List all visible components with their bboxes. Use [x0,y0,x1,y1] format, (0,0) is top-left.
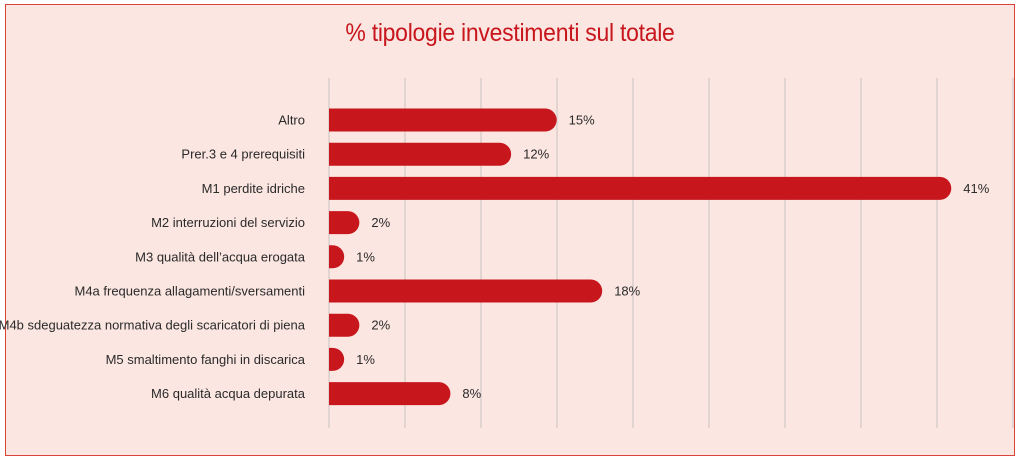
category-label: M2 interruzioni del servizio [151,215,305,230]
data-label: 1% [356,352,375,367]
bar [329,279,603,303]
category-label: M4b sdeguatezza normativa degli scaricat… [0,318,306,333]
chart-title: % tipologie investimenti sul totale [345,19,675,47]
bar [329,211,360,235]
data-label: 2% [371,215,390,230]
data-label: 15% [569,113,595,128]
bar [329,176,952,200]
bar [329,347,345,371]
category-label: M1 perdite idriche [202,181,305,196]
category-label: Prer.3 e 4 prerequisiti [181,147,305,162]
chart-card: % tipologie investimenti sul totale [5,4,1015,456]
bar [329,245,345,269]
data-label: 2% [371,318,390,333]
bar [329,313,360,337]
category-label: M6 qualità acqua depurata [151,386,306,401]
bar [329,142,512,166]
category-label: M3 qualità dell’acqua erogata [135,249,306,264]
data-label: 8% [462,386,481,401]
data-label: 18% [614,284,640,299]
category-label: M4a frequenza allagamenti/sversamenti [74,284,305,299]
data-label: 12% [523,147,549,162]
category-label: M5 smaltimento fanghi in discarica [106,352,306,367]
data-label: 41% [963,181,989,196]
data-label: 1% [356,249,375,264]
bar [329,382,451,406]
bar [329,108,557,132]
category-label: Altro [278,113,305,128]
